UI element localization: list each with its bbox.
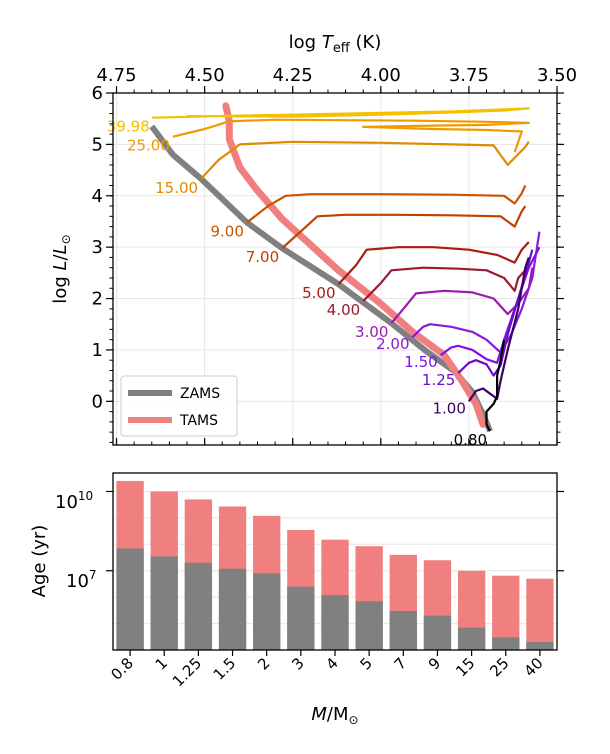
age-bar-zams [492,637,520,650]
age-bar-zams [184,562,213,650]
track-15.00 [200,140,530,180]
hr-ytick-label: 1 [92,340,103,361]
track-1.00 [467,257,530,402]
top-axis-title: log Teff (K) [289,32,382,56]
age-bar-zams [150,556,178,650]
age-xtick-label: 5 [357,654,376,673]
track-label-1.25: 1.25 [422,371,455,389]
mass-axis-title: M/M⊙ [311,704,358,727]
age-xtick-label: 2 [254,654,273,673]
hr-axis-ticks [106,86,564,445]
hr-ytick-label: 0 [92,391,103,412]
age-bar-panel: 0.8 11.25 1.5 2 3 4 5 7 9 15 25 40 1010 107 Age (yr… [29,472,564,727]
age-bar-zams [253,573,281,650]
track-label-5.00: 5.00 [302,284,335,302]
age-bar-zams [526,642,554,650]
age-xtick-label: 0.8 [107,654,137,684]
hr-xtick-label: 3.50 [537,65,577,86]
track-7.00 [281,205,527,250]
age-axis-title: Age (yr) [29,525,50,598]
legend-zams-label: ZAMS [180,386,220,402]
hr-tick-labels: 4.75 4.50 4.25 4.00 3.75 3.50 0 1 2 3 4 5 6 [92,65,577,412]
hr-plot-frame [112,92,558,446]
track-label-3.00: 3.00 [355,323,388,341]
age-bar-zams [287,586,315,650]
track-label-25.00: 25.00 [127,137,170,155]
track-label-1.50: 1.50 [404,353,437,371]
tams-line [222,102,487,428]
track-9.00 [246,185,527,224]
age-bar-zams [457,627,486,650]
track-label-2.00: 2.00 [376,335,409,353]
hr-xtick-label: 4.00 [361,65,401,86]
track-5.00 [337,241,530,285]
track-25.00 [172,118,530,153]
age-bar-tams [526,578,554,650]
left-axis-title: log L/L⊙ [50,234,73,303]
track-39.98 [151,107,530,119]
track-label-0.80: 0.80 [454,431,487,449]
age-bar-zams [389,610,417,650]
age-tick-1e10: 1010 [55,489,93,513]
track-label-4.00: 4.00 [327,301,360,319]
legend: ZAMS TAMS [120,375,238,437]
age-xtick-label: 4 [322,654,341,673]
age-bar-zams [321,595,349,650]
track-3.00 [390,267,534,324]
tams-curve [222,102,487,428]
hr-xtick-label: 4.50 [185,65,225,86]
track-label-9.00: 9.00 [210,222,243,240]
hr-ytick-label: 5 [92,134,103,155]
track-label-15.00: 15.00 [155,179,198,197]
age-xtick-label: 25 [486,654,512,680]
age-axis-ticks [106,490,564,656]
hr-ytick-label: 6 [92,83,103,104]
hr-xtick-label: 3.75 [449,65,489,86]
age-xtick-label: 3 [288,654,307,673]
track-0.80 [485,339,506,432]
age-tick-1e7: 107 [66,568,97,592]
hr-xtick-label: 4.25 [273,65,313,86]
age-bars [116,480,554,650]
hr-diagram-panel: 39.9825.0015.009.007.005.004.003.002.001… [50,32,577,449]
age-xtick-label: 1 [152,654,171,673]
age-xtick-label: 1.25 [169,654,205,690]
age-xtick-label: 9 [425,654,444,673]
age-xtick-label: 1.5 [210,654,240,684]
age-xtick-label: 40 [521,654,547,680]
evolutionary-tracks [151,107,541,432]
track-2.00 [411,231,541,354]
age-bar-zams [423,615,452,650]
age-bar-zams [116,548,144,650]
legend-tams-label: TAMS [179,413,218,429]
track-label-7.00: 7.00 [246,248,279,266]
age-bar-zams [355,601,383,650]
age-tick-labels: 0.8 11.25 1.5 2 3 4 5 7 9 15 25 40 [107,654,546,690]
age-xtick-label: 7 [391,654,410,673]
hr-xtick-label: 4.75 [96,65,136,86]
track-4.00 [362,266,527,302]
track-label-39.98: 39.98 [107,118,150,136]
hr-ytick-label: 4 [92,186,103,207]
age-bar-zams [218,568,247,650]
hr-ytick-label: 3 [92,237,103,258]
hr-ytick-label: 2 [92,289,103,310]
track-label-1.00: 1.00 [432,399,465,417]
age-xtick-label: 15 [452,654,478,680]
track-1.50 [440,246,541,364]
track-mass-labels: 39.9825.0015.009.007.005.004.003.002.001… [107,118,487,449]
